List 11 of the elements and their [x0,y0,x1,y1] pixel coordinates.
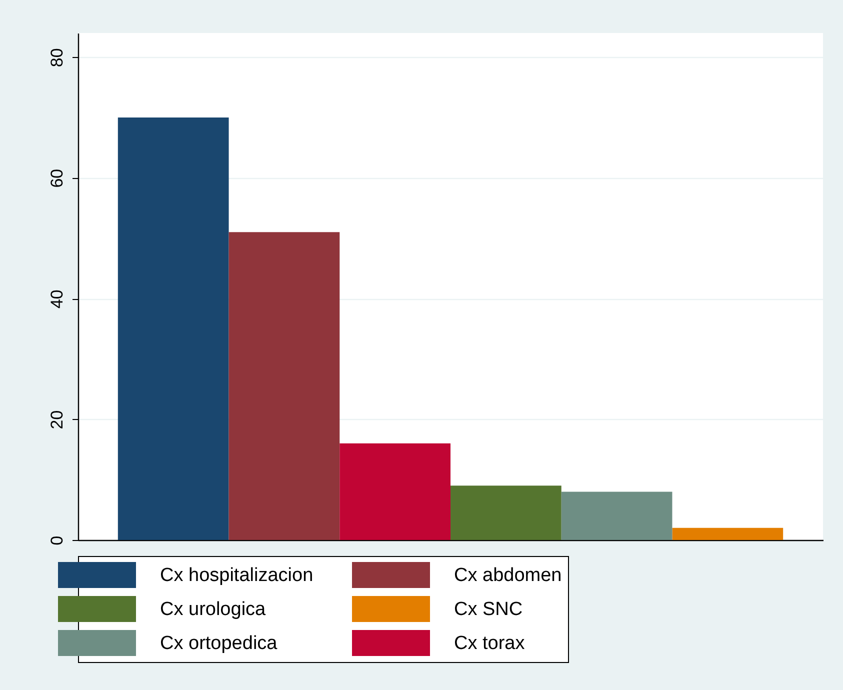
y-tick-label: 40 [48,290,66,309]
legend-label: Cx hospitalizacion [160,565,314,586]
legend-label: Cx urologica [160,599,266,620]
y-tick-label: 0 [48,536,66,546]
legend-label: Cx ortopedica [160,633,278,654]
legend-label: Cx abdomen [454,565,562,586]
legend-label: Cx SNC [454,599,523,620]
y-tick-label: 60 [48,168,66,188]
y-tick-label: 80 [48,48,66,68]
y-tick-label: 20 [48,410,66,430]
legend-label: Cx torax [454,633,526,654]
